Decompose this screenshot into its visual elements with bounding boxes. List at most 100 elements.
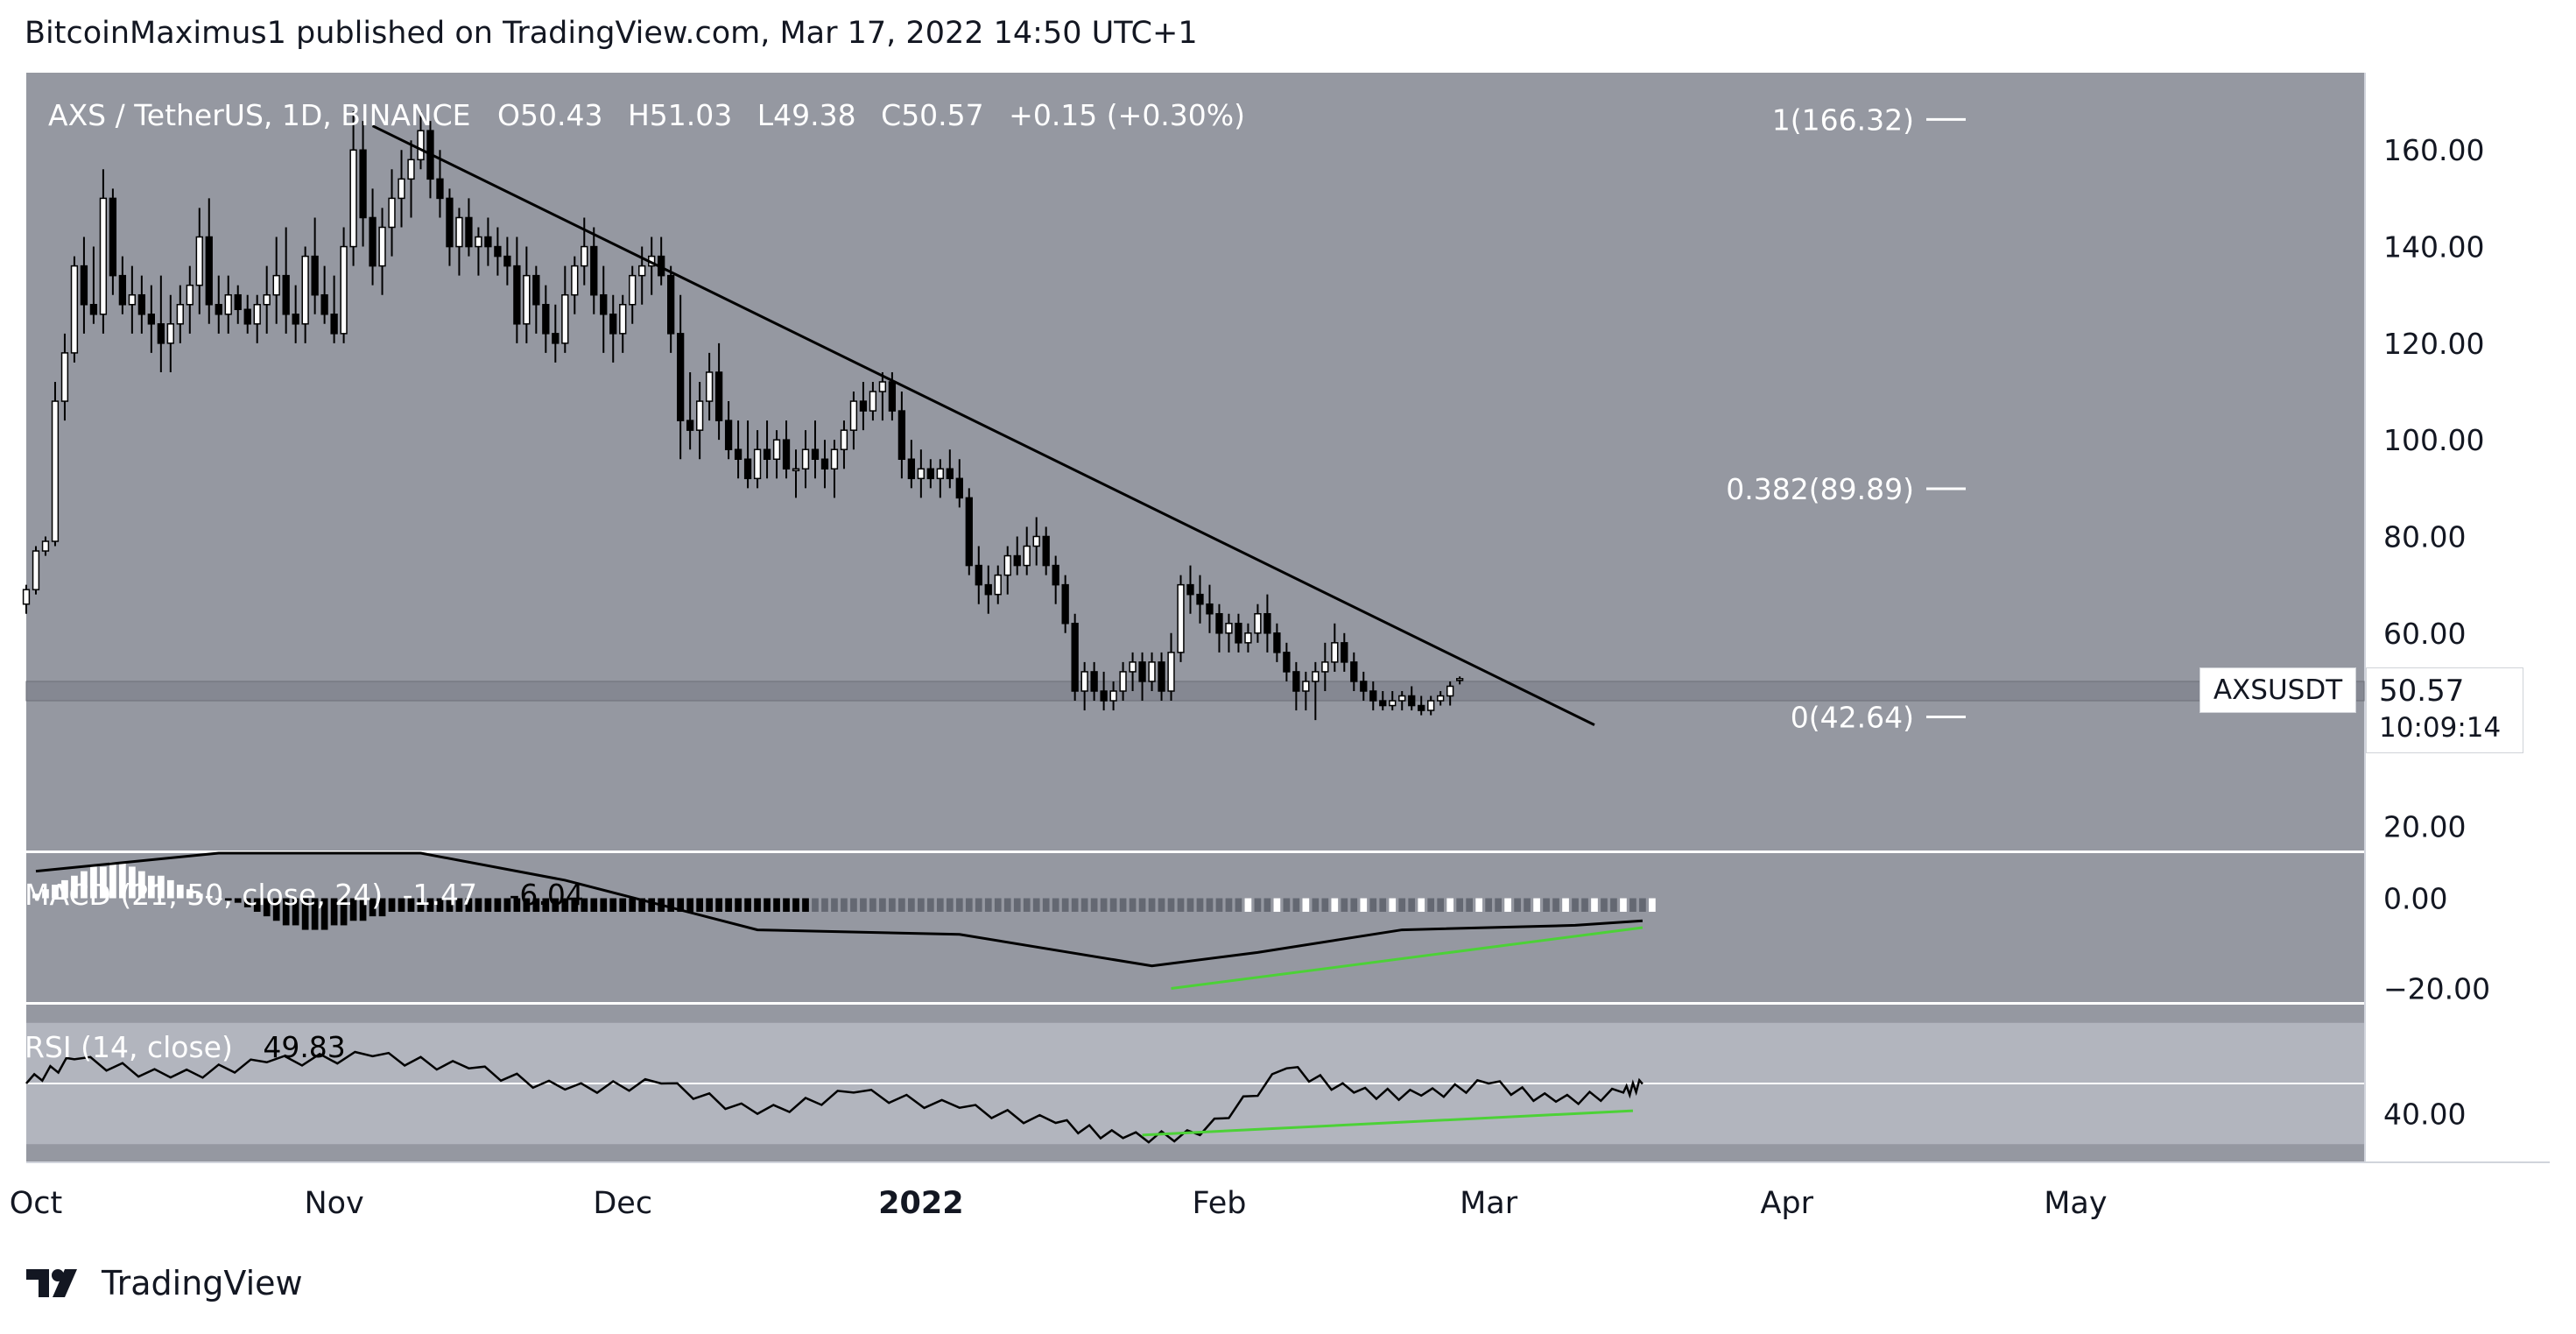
candle-body bbox=[398, 178, 405, 200]
macd-histogram-bar bbox=[744, 898, 751, 912]
candle-body bbox=[590, 245, 598, 296]
macd-histogram-bar bbox=[1639, 898, 1646, 912]
macd-histogram-bar bbox=[1080, 898, 1088, 912]
candle-body bbox=[215, 303, 222, 315]
candle-body bbox=[1427, 700, 1435, 711]
macd-histogram-bar bbox=[1456, 898, 1464, 912]
candle-body bbox=[705, 371, 714, 402]
tradingview-logo-icon bbox=[26, 1269, 77, 1297]
open-value: 50.43 bbox=[519, 98, 603, 132]
macd-histogram-bar bbox=[1581, 898, 1588, 912]
macd-histogram-bar bbox=[975, 898, 982, 912]
macd-histogram-bar bbox=[176, 885, 184, 899]
macd-histogram-bar bbox=[1369, 898, 1377, 912]
macd-histogram-bar bbox=[369, 898, 377, 917]
candle-body bbox=[359, 149, 367, 219]
candle-body bbox=[1032, 535, 1040, 547]
candle-body bbox=[772, 439, 781, 460]
macd-histogram-bar bbox=[205, 895, 213, 899]
macd-histogram-bar bbox=[311, 898, 319, 930]
macd-histogram-bar bbox=[773, 898, 780, 912]
macd-histogram-bar bbox=[1533, 898, 1540, 912]
tradingview-brand[interactable]: TradingView bbox=[26, 1264, 303, 1302]
candle-body bbox=[1379, 700, 1387, 707]
candle-body bbox=[840, 429, 848, 450]
candle-body bbox=[176, 303, 184, 325]
time-axis-tick: Nov bbox=[304, 1186, 363, 1221]
candle-body bbox=[494, 245, 502, 258]
macd-histogram-bar bbox=[783, 898, 790, 912]
candle-body bbox=[1408, 695, 1416, 707]
macd-histogram-bar bbox=[908, 898, 915, 912]
macd-histogram-bar bbox=[1321, 898, 1329, 912]
candle-body bbox=[378, 226, 386, 267]
bar-countdown: 10:09:14 bbox=[2379, 712, 2502, 744]
macd-histogram-bar bbox=[349, 898, 357, 921]
candle-body bbox=[714, 371, 723, 421]
macd-value-2: -6.04 bbox=[509, 878, 584, 912]
candle-body bbox=[888, 381, 897, 412]
macd-panel[interactable] bbox=[26, 853, 2364, 1002]
rsi-legend[interactable]: RSI (14, close) 49.83 bbox=[25, 1030, 346, 1064]
currency-badge[interactable]: USDT bbox=[2407, 93, 2483, 138]
macd-axis-tick: −20.00 bbox=[2383, 972, 2490, 1006]
macd-histogram-bar bbox=[253, 898, 261, 912]
candle-body bbox=[311, 255, 319, 296]
macd-histogram-bar bbox=[455, 898, 463, 912]
candle-body bbox=[80, 265, 88, 306]
low-label: L bbox=[757, 98, 774, 132]
macd-histogram-bar bbox=[1138, 898, 1146, 912]
candle-body bbox=[320, 293, 328, 315]
last-price-symbol: AXSUSDT bbox=[2199, 667, 2356, 713]
macd-histogram-bar bbox=[812, 898, 819, 912]
axis-labels-layer: 160.00 140.00 120.00 100.00 80.00 60.00 40.00 2… bbox=[10, 133, 2490, 1221]
macd-histogram-bar bbox=[1158, 898, 1165, 912]
macd-histogram-bar bbox=[378, 898, 386, 917]
price-panel[interactable] bbox=[26, 73, 2364, 851]
candle-body bbox=[542, 303, 550, 335]
rsi-axis-tick: 40.00 bbox=[2383, 1098, 2466, 1132]
candle-body bbox=[1196, 593, 1204, 605]
open-label: O bbox=[496, 98, 520, 132]
time-axis-tick: Feb bbox=[1192, 1186, 1246, 1221]
candle-body bbox=[907, 458, 916, 480]
macd-histogram-bar bbox=[224, 898, 232, 901]
macd-histogram-bar bbox=[590, 898, 598, 912]
fib-level-label: 1(166.32) bbox=[1772, 102, 1914, 137]
macd-histogram-bar bbox=[81, 871, 88, 899]
candle-body bbox=[263, 293, 271, 306]
candle-body bbox=[571, 265, 579, 296]
macd-histogram-bar bbox=[1379, 898, 1387, 912]
macd-label: MACD (21, 50, close, 24) bbox=[25, 878, 384, 912]
macd-histogram-bar bbox=[388, 898, 396, 912]
candle-body bbox=[1283, 652, 1291, 673]
candle-body bbox=[349, 149, 357, 248]
macd-histogram-bar bbox=[802, 898, 809, 912]
macd-histogram-bar bbox=[42, 889, 49, 899]
candle-body bbox=[1292, 671, 1300, 692]
candle-body bbox=[609, 314, 617, 335]
candle-body bbox=[753, 448, 762, 480]
macd-histogram-bar bbox=[1312, 898, 1320, 912]
macd-histogram-bar bbox=[282, 898, 290, 926]
candle-body bbox=[1080, 671, 1088, 692]
candle-body bbox=[1273, 632, 1281, 653]
candle-body bbox=[272, 274, 280, 296]
macd-histogram-bar bbox=[1196, 898, 1204, 912]
time-axis-tick: 2022 bbox=[878, 1186, 963, 1221]
candle-body bbox=[743, 458, 752, 480]
time-axis-tick: Dec bbox=[593, 1186, 652, 1221]
macd-legend[interactable]: MACD (21, 50, close, 24) -1.47 -6.04 bbox=[25, 878, 584, 912]
candle-body bbox=[917, 468, 926, 480]
macd-histogram-bar bbox=[90, 866, 97, 899]
candle-body bbox=[629, 274, 637, 306]
macd-histogram-bar bbox=[1167, 898, 1175, 912]
macd-histogram-bar bbox=[1109, 898, 1117, 912]
macd-histogram-bar bbox=[1591, 898, 1598, 912]
price-axis[interactable] bbox=[2367, 73, 2551, 1162]
macd-histogram-bar bbox=[532, 898, 540, 912]
macd-histogram-bar bbox=[571, 898, 579, 912]
candle-body bbox=[1369, 690, 1377, 702]
symbol-name[interactable]: AXS / TetherUS, 1D, BINANCE bbox=[48, 98, 471, 132]
macd-histogram-bar bbox=[831, 898, 838, 912]
